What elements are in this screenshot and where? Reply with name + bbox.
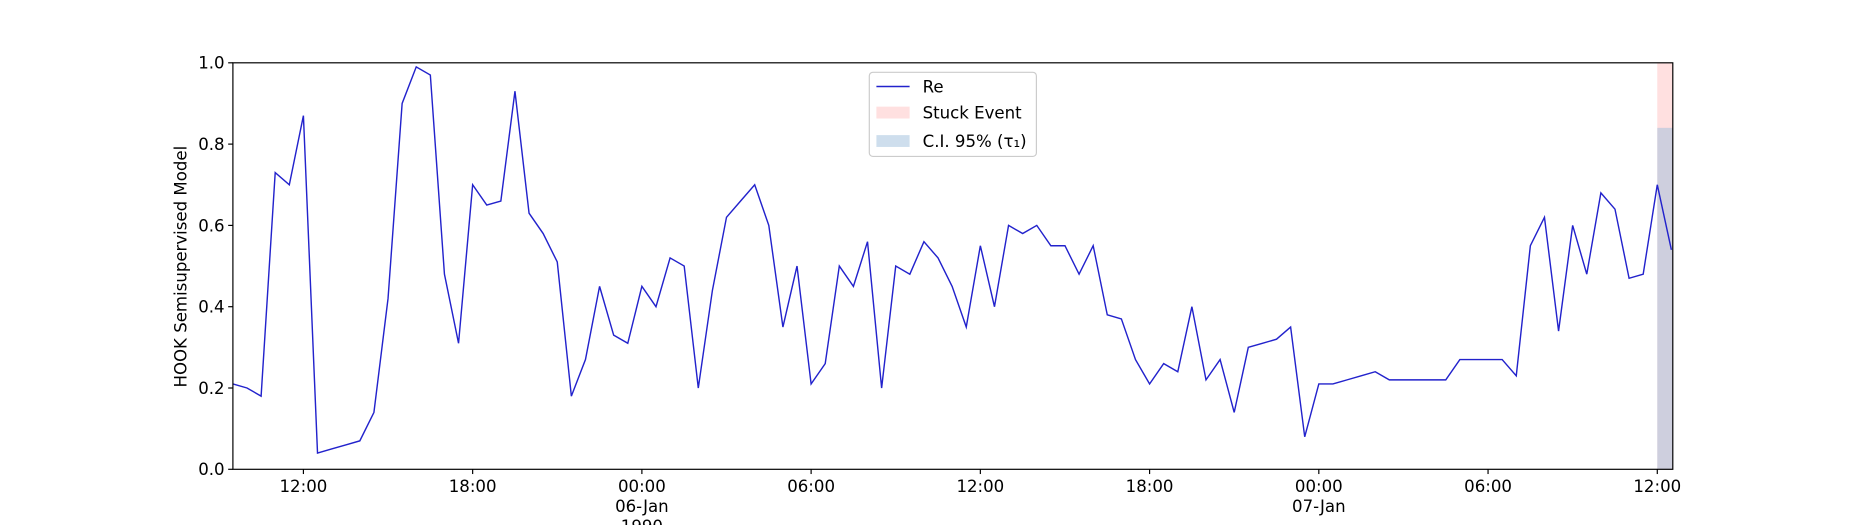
y-tick-label: 0.0 [198,460,224,479]
x-tick-label: 06:00 [1464,477,1512,496]
legend: Re Stuck Event C.I. 95% (τ₁) [868,71,1037,158]
x-tick-label: 12:00 [956,477,1004,496]
y-tick-label: 0.2 [198,379,224,398]
x-tick-label: 18:00 [1126,477,1174,496]
y-tick-label: 1.0 [198,54,224,73]
plot-frame [232,62,1674,470]
legend-label: Stuck Event [923,104,1023,123]
y-tick-label: 0.8 [198,135,224,154]
y-tick-label: 0.4 [198,298,224,317]
x-tick-label: 12:00 [1633,477,1681,496]
x-tick-label: 06:00 [787,477,835,496]
legend-patch [876,135,910,147]
legend-patch [876,106,910,119]
y-tick-label: 0.6 [198,216,224,235]
legend-box [868,71,1037,158]
x-tick-label: 12:00 [280,477,328,496]
legend-label: Re [923,77,944,96]
legend-label: C.I. 95% (τ₁) [923,132,1027,151]
ci-band [1657,127,1673,470]
series-line [232,65,1673,454]
x-tick-label: 18:00 [449,477,497,496]
x-tick-label: 00:00 07-Jan [1292,477,1346,516]
y-axis-label: HOOK Semisupervised Model [172,146,191,388]
